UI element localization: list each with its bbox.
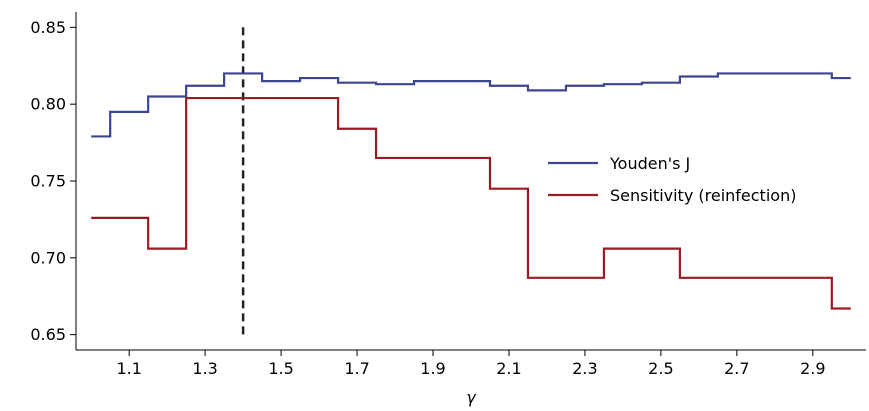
y-tick-label: 0.70: [30, 248, 66, 267]
series-line-1: [91, 96, 851, 310]
x-tick-label: 1.5: [268, 359, 293, 378]
legend-label: Sensitivity (reinfection): [610, 186, 796, 205]
series-line-0: [91, 72, 851, 138]
x-tick-label: 1.1: [116, 359, 141, 378]
x-tick-label: 1.7: [344, 359, 369, 378]
x-tick-label: 2.1: [496, 359, 521, 378]
legend: Youden's J Sensitivity (reinfection): [548, 154, 796, 205]
x-tick-label: 2.5: [648, 359, 673, 378]
chart-axes: 1.1 1.3 1.5 1.7 1.9 2.1 2.3 2.5 2.7 2.9 0.65 0.70 0.…: [30, 12, 866, 378]
x-tick-label: 2.7: [724, 359, 749, 378]
y-tick-label: 0.80: [30, 95, 66, 114]
y-tick-label: 0.85: [30, 18, 66, 37]
legend-label: Youden's J: [609, 154, 690, 173]
x-tick-label: 1.3: [192, 359, 217, 378]
y-tick-label: 0.75: [30, 172, 66, 191]
x-tick-label: 2.9: [800, 359, 825, 378]
x-tick-label: 2.3: [572, 359, 597, 378]
x-axis-label: γ: [466, 388, 477, 407]
chart-marks: [91, 27, 851, 335]
x-tick-label: 1.9: [420, 359, 445, 378]
y-tick-label: 0.65: [30, 325, 66, 344]
